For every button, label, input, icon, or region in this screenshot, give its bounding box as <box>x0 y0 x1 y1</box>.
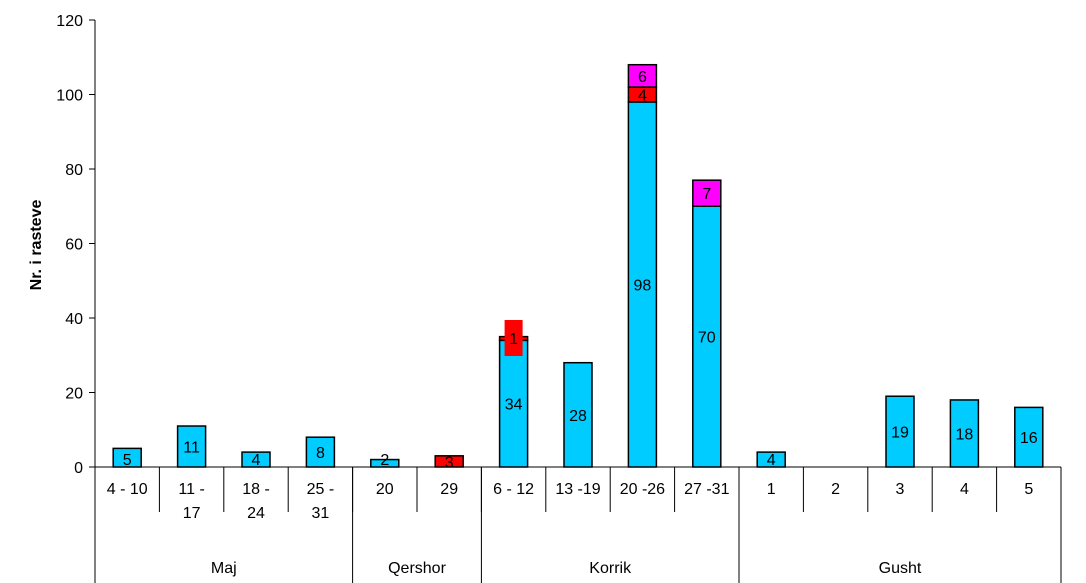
bar-segment <box>692 179 722 208</box>
data-label: 7 <box>702 186 711 203</box>
category-label: 27 -31 <box>684 481 729 498</box>
bar-segment <box>434 455 464 468</box>
y-tick-label: 120 <box>56 13 83 30</box>
data-label: 4 <box>638 88 647 105</box>
category-label: 13 -19 <box>555 481 600 498</box>
category-label: 6 - 12 <box>493 481 534 498</box>
group-label: Qershor <box>388 560 446 577</box>
y-tick-label: 0 <box>74 460 83 477</box>
bar-segment <box>949 399 980 468</box>
group-label: Maj <box>211 560 237 577</box>
data-label: 11 <box>183 440 200 457</box>
bar-segment <box>498 339 529 468</box>
data-label: 19 <box>891 425 909 442</box>
category-label: 18 - <box>242 481 270 498</box>
data-label: 16 <box>1020 430 1038 447</box>
data-label: 98 <box>634 277 652 294</box>
chart-data-labels: 5 11 4 8 2 3 34 1 28 98 4 6 70 7 4 19 18 16 <box>123 69 1038 472</box>
chart-bars <box>112 63 1044 468</box>
data-label: 6 <box>638 69 647 86</box>
data-label: 28 <box>569 408 587 425</box>
category-label: 11 - <box>178 481 204 498</box>
data-label: 4 <box>767 452 776 469</box>
category-label: 4 <box>960 481 969 498</box>
bar-segment <box>241 451 271 468</box>
y-axis-label: Nr. i rasteve <box>28 200 45 291</box>
category-label: 29 <box>440 481 458 498</box>
category-label: 17 <box>183 505 201 522</box>
category-label: 3 <box>896 481 905 498</box>
data-label: 2 <box>380 452 389 469</box>
y-tick-label: 100 <box>56 88 83 105</box>
data-label-background <box>504 320 523 356</box>
group-label: Gusht <box>879 560 922 577</box>
bar-segment <box>627 101 658 468</box>
bar-segment <box>1014 406 1044 468</box>
bar-segment <box>756 451 786 468</box>
data-label: 3 <box>445 454 454 471</box>
data-label: 5 <box>123 452 132 469</box>
y-tick-label: 20 <box>65 386 83 403</box>
category-label: 4 - 10 <box>107 481 148 498</box>
y-tick-label: 80 <box>65 162 83 179</box>
category-label: 5 <box>1024 481 1033 498</box>
category-label: 20 <box>376 481 394 498</box>
bar-segment <box>112 447 142 468</box>
bar-segment <box>176 425 207 468</box>
data-label: 34 <box>505 397 523 414</box>
data-label: 70 <box>698 330 716 347</box>
bar-segment <box>370 458 400 468</box>
category-label: 24 <box>247 505 265 522</box>
bar-segment <box>305 436 336 468</box>
y-tick-label: 60 <box>65 237 83 254</box>
category-label: 2 <box>831 481 840 498</box>
data-label: 18 <box>956 426 974 443</box>
bar-segment <box>627 63 658 88</box>
bar-segment <box>885 395 915 468</box>
bar-segment <box>563 361 593 468</box>
group-label: Korrik <box>589 560 632 577</box>
data-label: 8 <box>316 445 325 462</box>
y-tick-label: 40 <box>65 311 83 328</box>
category-label: 25 - <box>307 481 335 498</box>
bar-segment <box>692 205 722 468</box>
data-label: 1 <box>509 331 518 348</box>
data-label: 4 <box>252 452 261 469</box>
category-label: 31 <box>312 505 330 522</box>
category-label: 20 -26 <box>620 481 665 498</box>
category-label: 1 <box>767 481 776 498</box>
